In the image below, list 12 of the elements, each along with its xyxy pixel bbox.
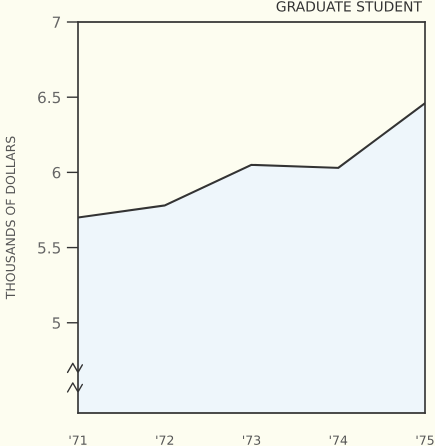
- y-tick-label: 6: [52, 166, 60, 178]
- x-tick-label: '74: [330, 436, 348, 445]
- y-tick-label: 5.5: [38, 242, 60, 254]
- y-tick-label: 6.5: [38, 92, 60, 104]
- y-tick-label: 7: [52, 16, 60, 28]
- y-axis-title: THOUSANDS OF DOLLARS: [6, 136, 16, 300]
- x-tick-label: '72: [156, 435, 174, 445]
- chart-title: GRADUATE STUDENT: [276, 1, 422, 12]
- y-tick-label: 5: [52, 317, 60, 329]
- x-tick-label: '75: [416, 436, 434, 445]
- x-tick-label: '73: [243, 435, 260, 445]
- x-tick-label: '71: [70, 436, 87, 445]
